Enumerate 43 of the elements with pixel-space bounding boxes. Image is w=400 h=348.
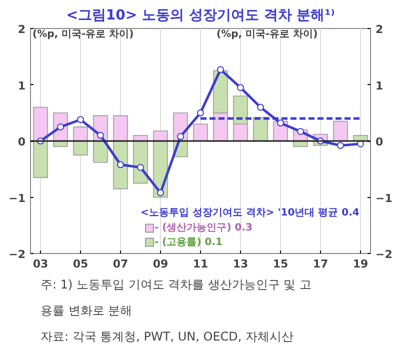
x-tick-label: 15 (272, 258, 288, 270)
point (137, 164, 144, 171)
x-tick-label: 13 (232, 258, 248, 270)
y-tick-label: 1 (18, 79, 26, 92)
point (337, 142, 344, 149)
chart-title: <그림10> 노동의 성장기여도 격차 분해¹⁾ (66, 8, 335, 24)
legend-label: - (고용률) 0.1 (154, 236, 223, 248)
y-tick-label: 0 (18, 136, 26, 148)
point (217, 66, 224, 74)
y-tick-label: −1 (8, 192, 26, 205)
x-tick-label: 03 (32, 258, 48, 270)
y2-tick-label: 2 (376, 23, 384, 36)
bar (333, 120, 348, 142)
text: <노동투입 성장기여도 격차> '10년대 평균 0.4 (140, 208, 360, 218)
y2-tick-label: −2 (376, 248, 392, 261)
y2-tick-label: 1 (376, 79, 384, 92)
text: 자료: 각국 통계청, PWT, UN, OECD, 자체시산 (40, 330, 294, 344)
point (177, 133, 184, 140)
point (197, 109, 204, 116)
text: 용률 변화로 분해 (40, 304, 132, 318)
legend-label: - (생산가능인구) 0.3 (154, 222, 253, 234)
x-tick-label: 11 (192, 258, 208, 270)
point (77, 116, 84, 124)
point (117, 161, 124, 168)
point (257, 104, 264, 111)
point (277, 120, 284, 126)
y2-tick-label: −1 (376, 192, 392, 205)
x-tick-label: 05 (72, 258, 88, 270)
point (97, 132, 104, 139)
y2-tick-label: 0 (376, 136, 384, 148)
point (237, 84, 244, 92)
bar (253, 116, 268, 142)
text: 주: 1) 노동투입 기여도 격차를 생산가능인구 및 고 (40, 278, 312, 292)
x-tick-label: 17 (312, 258, 328, 270)
point (157, 189, 164, 196)
x-tick-label: 19 (352, 258, 368, 270)
x-tick-label: 07 (112, 258, 128, 270)
y2-axis-title: (%p, 미국-유로 차이) (216, 28, 318, 40)
y-tick-label: 2 (18, 23, 26, 36)
bar (193, 124, 208, 142)
y-axis-title: (%p, 미국-유로 차이) (32, 28, 134, 40)
x-tick-label: 09 (152, 258, 168, 270)
y-tick-label: −2 (8, 248, 26, 261)
